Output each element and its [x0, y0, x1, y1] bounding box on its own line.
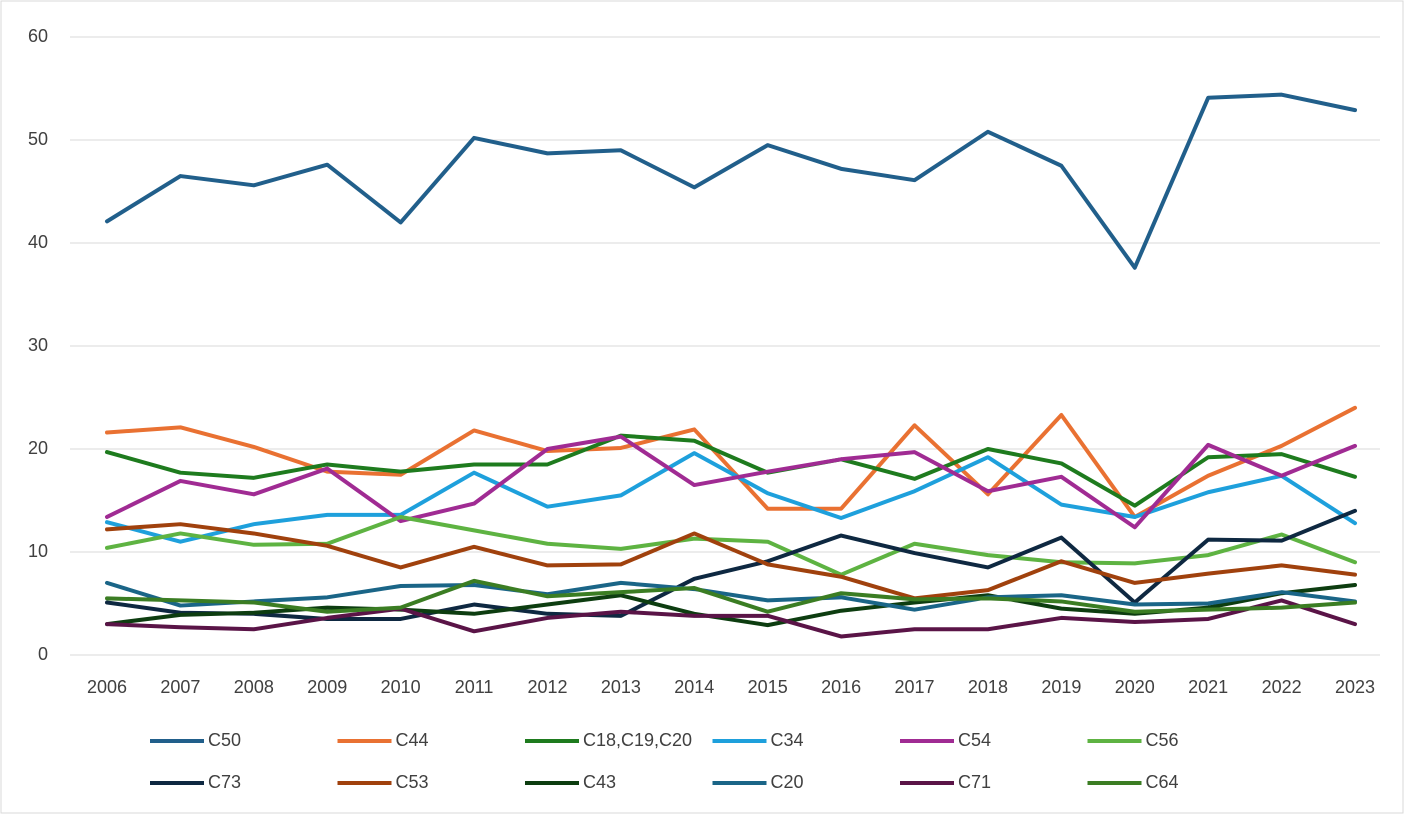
x-tick-label: 2013 [601, 677, 641, 697]
x-tick-label: 2017 [895, 677, 935, 697]
y-tick-label: 60 [28, 26, 48, 46]
series-line [105, 580, 1357, 612]
legend-label: C50 [208, 730, 241, 750]
legend-label: C71 [958, 772, 991, 792]
x-tick-label: 2011 [455, 677, 494, 697]
y-tick-label: 40 [28, 232, 48, 252]
x-tick-label: 2019 [1041, 677, 1081, 697]
series-line [105, 522, 1357, 601]
x-tick-label: 2009 [307, 677, 347, 697]
x-tick-label: 2010 [381, 677, 421, 697]
x-tick-label: 2021 [1188, 677, 1228, 697]
legend-label: C43 [583, 772, 616, 792]
x-tick-label: 2014 [674, 677, 714, 697]
y-tick-label: 20 [28, 438, 48, 458]
y-tick-label: 0 [38, 644, 48, 664]
legend-label: C20 [771, 772, 804, 792]
legend-label: C73 [208, 772, 241, 792]
legend-label: C56 [1146, 730, 1179, 750]
x-tick-label: 2016 [821, 677, 861, 697]
legend-label: C18,C19,C20 [583, 730, 692, 750]
x-tick-label: 2015 [748, 677, 788, 697]
x-tick-label: 2006 [87, 677, 127, 697]
x-tick-label: 2012 [527, 677, 567, 697]
series-line [105, 433, 1357, 508]
x-tick-label: 2018 [968, 677, 1008, 697]
legend-label: C54 [958, 730, 991, 750]
legend-label: C34 [771, 730, 804, 750]
x-tick-label: 2007 [160, 677, 200, 697]
series-line [105, 92, 1357, 270]
y-tick-label: 30 [28, 335, 48, 355]
legend-label: C53 [396, 772, 429, 792]
series-line [105, 434, 1357, 530]
x-tick-label: 2022 [1262, 677, 1302, 697]
legend-label: C64 [1146, 772, 1179, 792]
legend-label: C44 [396, 730, 429, 750]
series-line [105, 578, 1357, 614]
x-tick-label: 2008 [234, 677, 274, 697]
x-tick-label: 2020 [1115, 677, 1155, 697]
y-tick-label: 50 [28, 129, 48, 149]
series-line [105, 598, 1357, 639]
y-tick-label: 10 [28, 541, 48, 561]
x-tick-label: 2023 [1335, 677, 1375, 697]
